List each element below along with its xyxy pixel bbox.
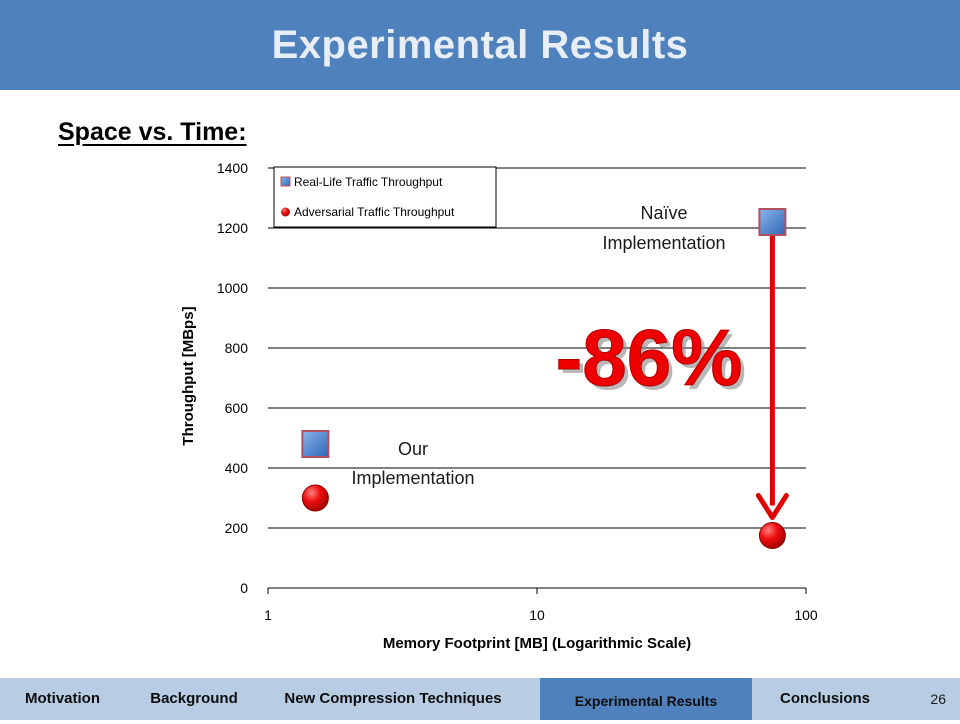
x-tick-label: 10 (529, 607, 545, 623)
bottom-navigation: Motivation Background New Compression Te… (0, 678, 960, 720)
legend-entry-real-life: Real-Life Traffic Throughput (294, 175, 443, 189)
naive-label-line2: Implementation (602, 233, 725, 253)
ours-label-line2: Implementation (351, 468, 474, 488)
nav-item-conclusions[interactable]: Conclusions (779, 690, 870, 707)
data-point-adversarial (301, 484, 329, 512)
y-tick-label: 1200 (217, 220, 248, 236)
legend-entry-adversarial: Adversarial Traffic Throughput (294, 205, 455, 219)
reduction-label-shadow: -86% (560, 317, 747, 406)
legend-circle-marker (281, 207, 290, 217)
x-axis-title: Memory Footprint [MB] (Logarithmic Scale… (383, 635, 691, 652)
y-tick-label: 0 (240, 580, 248, 596)
scatter-chart: 0 200 400 600 800 1000 1200 1400 1 10 100 Memory Fo… (180, 160, 818, 652)
y-tick-label: 800 (225, 340, 249, 356)
y-tick-label: 1000 (217, 280, 248, 296)
legend-box (273, 166, 497, 228)
data-point-real-life (301, 430, 330, 458)
page-number: 26 (930, 691, 946, 707)
legend-square-marker (280, 176, 291, 187)
data-point-adversarial (758, 522, 786, 549)
naive-label-line1: Naïve (640, 203, 687, 223)
reduction-label: -86% (556, 313, 743, 402)
slide-subtitle: Space vs. Time: (58, 118, 247, 146)
data-point-real-life (758, 208, 787, 236)
y-tick-label: 600 (225, 400, 249, 416)
nav-item-new-compression-techniques[interactable]: New Compression Techniques (284, 690, 502, 707)
y-tick-label: 1400 (217, 160, 248, 176)
x-tick-label: 1 (264, 607, 272, 623)
reduction-arrow-head (755, 493, 789, 520)
nav-item-motivation[interactable]: Motivation (25, 690, 100, 707)
slide-title: Experimental Results (271, 22, 689, 67)
nav-item-experimental-results[interactable]: Experimental Results (540, 678, 752, 720)
title-bar: Experimental Results (0, 0, 960, 90)
y-axis-title: Throughput [MBps] (180, 306, 197, 445)
y-tick-label: 200 (225, 520, 249, 536)
x-tick-label: 100 (794, 607, 818, 623)
ours-label-line1: Our (398, 439, 428, 459)
y-tick-label: 400 (225, 460, 249, 476)
nav-item-background[interactable]: Background (150, 690, 238, 707)
